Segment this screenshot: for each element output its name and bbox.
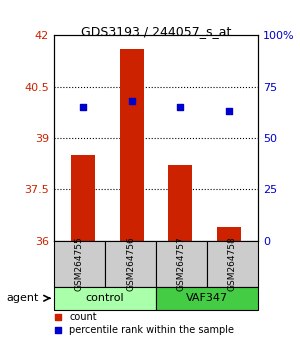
- Point: [182, 162, 187, 167]
- Text: GSM264758: GSM264758: [228, 236, 237, 291]
- Bar: [217, 227, 241, 241]
- Text: agent: agent: [6, 293, 38, 303]
- Bar: [120, 49, 144, 241]
- Point: [182, 274, 187, 280]
- Point: [226, 109, 231, 114]
- Text: GSM264757: GSM264757: [177, 236, 186, 291]
- Text: percentile rank within the sample: percentile rank within the sample: [69, 325, 234, 335]
- Point: [81, 104, 85, 110]
- Point: [178, 104, 183, 110]
- Text: GSM264756: GSM264756: [126, 236, 135, 291]
- Bar: [71, 155, 95, 241]
- Bar: [168, 165, 192, 241]
- Text: control: control: [86, 293, 124, 303]
- Text: count: count: [69, 312, 97, 322]
- Text: GDS3193 / 244057_s_at: GDS3193 / 244057_s_at: [81, 25, 231, 38]
- Text: GSM264755: GSM264755: [75, 236, 84, 291]
- Text: VAF347: VAF347: [186, 293, 228, 303]
- Point: [129, 98, 134, 104]
